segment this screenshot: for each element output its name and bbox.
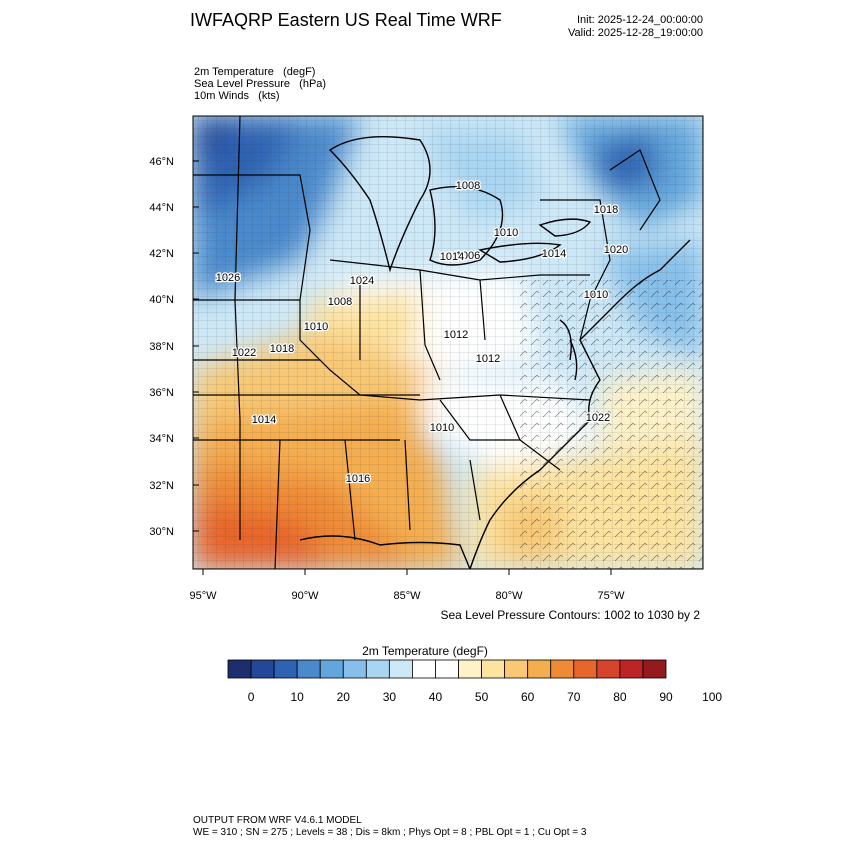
valid-time: Valid: 2025-12-28_19:00:00 <box>568 27 703 39</box>
model-info-line2: WE = 310 ; SN = 275 ; Levels = 38 ; Dis … <box>193 827 587 838</box>
coastlines <box>299 136 691 569</box>
lat-tick-label: 38°N <box>149 341 174 353</box>
variable-list: 2m Temperature (degF) Sea Level Pressure… <box>194 66 326 102</box>
lon-tick-label: 80°W <box>495 590 523 602</box>
pressure-label: 1012 <box>476 353 500 365</box>
pressure-label: 1010 <box>494 227 518 239</box>
lat-tick-label: 36°N <box>149 387 174 399</box>
colorbar-title: 2m Temperature (degF) <box>362 644 488 658</box>
chart-title: IWFAQRP Eastern US Real Time WRF <box>190 10 502 30</box>
pressure-label: 1008 <box>328 296 352 308</box>
model-info: OUTPUT FROM WRF V4.6.1 MODEL WE = 310 ; … <box>193 815 586 839</box>
pressure-label: 1006 <box>456 250 480 262</box>
pressure-label: 1014 <box>252 414 276 426</box>
lat-tick-label: 42°N <box>149 248 174 260</box>
variable-winds: 10m Winds (kts) <box>194 90 280 102</box>
lon-tick-label: 90°W <box>291 590 319 602</box>
pressure-label: 1022 <box>586 412 610 424</box>
pressure-label: 1022 <box>232 347 256 359</box>
run-times: Init: 2025-12-24_00:00:00 Valid: 2025-12… <box>568 14 703 40</box>
lon-tick-label: 95°W <box>189 590 217 602</box>
lat-tick-label: 34°N <box>149 433 174 445</box>
latitude-axis: 46°N 44°N 42°N 40°N 38°N 36°N 34°N 32°N 30°N <box>149 156 199 538</box>
lat-tick-label: 46°N <box>149 156 174 168</box>
pressure-label: 1026 <box>216 272 240 284</box>
wind-barbs <box>520 280 703 569</box>
lat-tick-label: 44°N <box>149 202 174 214</box>
pressure-label: 1018 <box>270 343 294 355</box>
lat-tick-label: 40°N <box>149 294 174 306</box>
model-info-line1: OUTPUT FROM WRF V4.6.1 MODEL <box>193 815 362 826</box>
lat-tick-label: 32°N <box>149 480 174 492</box>
longitude-axis: 95°W 90°W 85°W 80°W 75°W <box>189 569 625 602</box>
pressure-label: 1010 <box>430 422 454 434</box>
variable-pressure: Sea Level Pressure (hPa) <box>194 78 327 90</box>
state-borders <box>193 116 661 569</box>
variable-temperature: 2m Temperature (degF) <box>194 66 316 78</box>
init-time: Init: 2025-12-24_00:00:00 <box>577 14 703 26</box>
pressure-label: 1010 <box>304 321 328 333</box>
pressure-label: 1014 <box>440 251 464 263</box>
pressure-label: 1014 <box>542 248 566 260</box>
map-field <box>193 116 703 569</box>
lat-tick-label: 30°N <box>149 526 174 538</box>
pressure-label: 1012 <box>444 329 468 341</box>
lon-tick-label: 75°W <box>597 590 625 602</box>
pressure-label: 1016 <box>346 473 370 485</box>
pressure-label: 1024 <box>350 275 374 287</box>
lon-tick-label: 85°W <box>393 590 421 602</box>
pressure-label: 1018 <box>594 204 618 216</box>
pressure-label: 1020 <box>604 244 628 256</box>
pressure-contour-labels: 1026 1008 1006 1010 1018 1014 1020 1024 1008 1010… <box>215 179 630 487</box>
map-frame <box>192 115 704 570</box>
pressure-label: 1010 <box>584 289 608 301</box>
contour-note: Sea Level Pressure Contours: 1002 to 103… <box>440 608 701 622</box>
pressure-label: 1008 <box>456 180 480 192</box>
